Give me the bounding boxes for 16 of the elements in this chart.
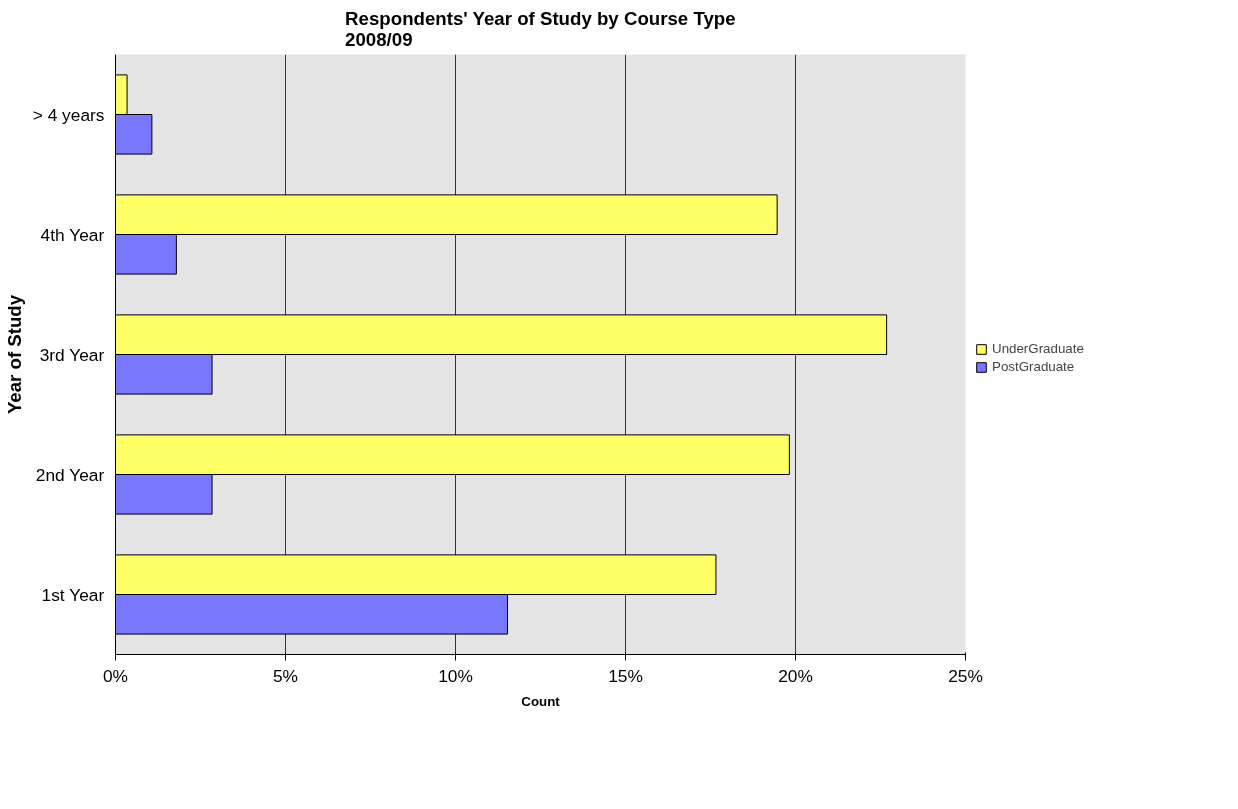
x-tick-label: 10% xyxy=(438,665,473,686)
y-tick-label: 2nd Year xyxy=(35,464,105,485)
x-axis-title: Count xyxy=(521,693,561,709)
y-tick-label: 1st Year xyxy=(41,584,105,605)
x-tick-label: 20% xyxy=(778,665,813,686)
x-tick-label: 25% xyxy=(948,665,983,686)
y-tick-label: 4th Year xyxy=(40,224,105,245)
y-tick-label: 3rd Year xyxy=(39,344,105,365)
y-tick-label: > 4 years xyxy=(32,104,105,125)
legend-label: UnderGraduate xyxy=(992,341,1084,356)
chart-title: Respondents' Year of Study by Course Type 2008/09 xyxy=(345,7,736,50)
x-tick-label: 0% xyxy=(102,665,129,686)
x-tick-label: 15% xyxy=(608,665,643,686)
legend-label: PostGraduate xyxy=(992,359,1075,374)
y-axis-title: Year of Study xyxy=(3,294,25,415)
x-tick-label: 5% xyxy=(272,665,299,686)
